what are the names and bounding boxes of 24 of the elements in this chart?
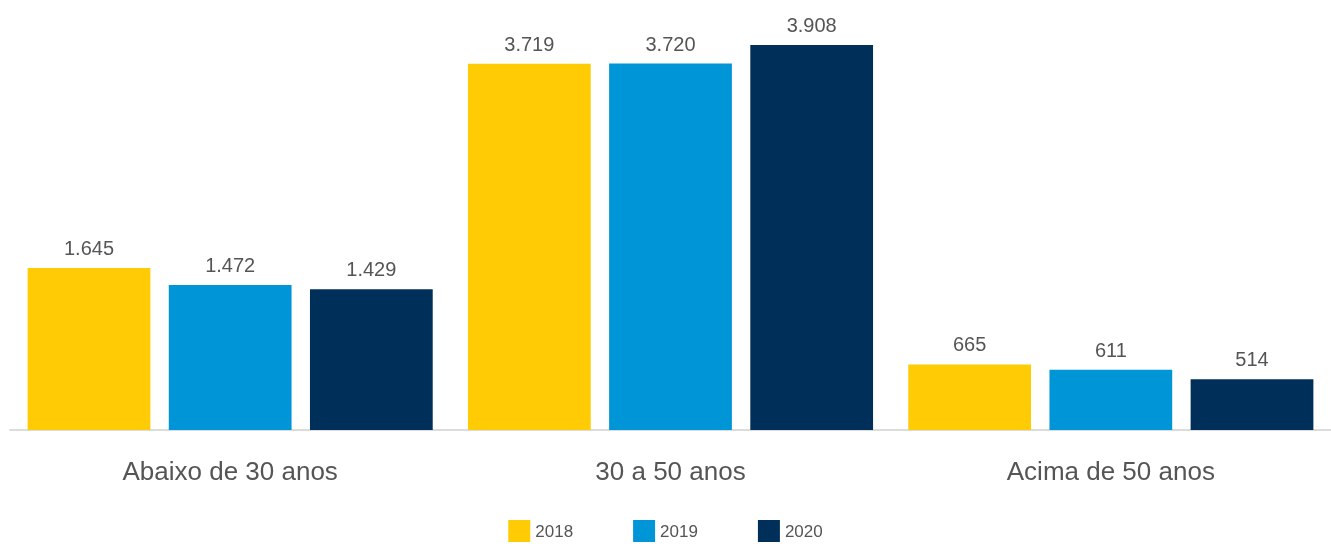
legend-label: 2019 [660, 521, 698, 541]
legend-label: 2020 [784, 521, 823, 541]
data-label: 3.719 [504, 32, 555, 55]
bar [168, 285, 292, 430]
legend-label: 2018 [535, 521, 574, 541]
data-label: 1.472 [205, 254, 256, 277]
bar [27, 267, 151, 430]
bar [309, 289, 433, 430]
bar [908, 364, 1032, 430]
x-tick-label: Acima de 50 anos [1006, 456, 1215, 486]
x-tick-label: 30 a 50 anos [595, 456, 746, 486]
data-label: 611 [1094, 338, 1127, 361]
x-tick-label: Abaixo de 30 anos [122, 456, 338, 486]
bar [1049, 369, 1173, 430]
bar [467, 63, 591, 430]
data-label: 1.429 [346, 258, 397, 281]
data-label: 1.645 [63, 236, 115, 259]
bar [750, 45, 874, 430]
data-label: 665 [952, 333, 987, 356]
data-label: 514 [1235, 348, 1269, 371]
data-label: 3.908 [786, 14, 837, 37]
bar [1190, 379, 1314, 430]
bar [609, 63, 732, 430]
data-label: 3.720 [645, 32, 696, 55]
